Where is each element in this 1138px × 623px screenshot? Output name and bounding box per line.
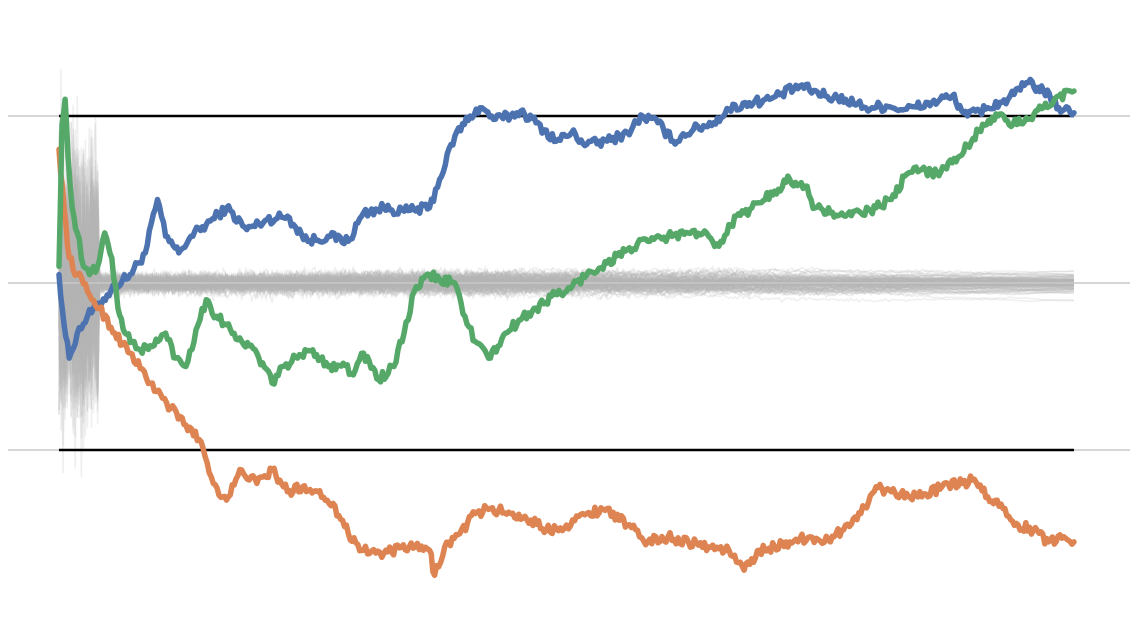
background-path [58, 138, 1074, 418]
background-path [58, 200, 1075, 416]
background-path [58, 193, 1075, 397]
series-line-1 [56, 146, 1077, 579]
series-line-0 [56, 76, 1077, 361]
background-path [58, 163, 1075, 412]
highlighted-series [56, 76, 1077, 579]
background-path [58, 227, 1075, 401]
background-path [58, 158, 1075, 364]
reference-lines [8, 114, 1130, 452]
background-path [58, 157, 1075, 428]
background-path [58, 189, 1074, 324]
background-path [58, 213, 1075, 417]
background-path [58, 139, 1075, 358]
background-path [58, 153, 1075, 375]
background-path [58, 121, 1075, 394]
background-path [58, 158, 1074, 409]
background-path [58, 162, 1075, 381]
background-path [58, 191, 1075, 361]
background-path [58, 160, 1075, 399]
background-path [58, 193, 1074, 394]
background-path [58, 147, 1075, 351]
background-path [58, 196, 1075, 376]
background-path [58, 150, 1075, 424]
background-path [58, 185, 1075, 401]
background-path [58, 147, 1075, 357]
background-path [58, 166, 1075, 357]
series-line-2 [56, 87, 1077, 387]
background-path [58, 197, 1075, 439]
background-path [58, 115, 1075, 360]
background-path [58, 165, 1074, 417]
background-path [58, 161, 1074, 383]
background-path [58, 187, 1074, 474]
background-path [58, 168, 1075, 374]
background-path [58, 159, 1075, 376]
background-path [58, 173, 1075, 424]
background-path [58, 149, 1075, 360]
background-path [58, 200, 1074, 375]
background-path [58, 134, 1075, 358]
background-path [58, 166, 1075, 359]
background-path [58, 166, 1075, 405]
background-path [58, 181, 1075, 404]
background-path [58, 136, 1075, 399]
background-path [58, 127, 1075, 390]
background-path [58, 95, 1075, 403]
background-path [58, 191, 1075, 396]
background-path [58, 150, 1075, 428]
background-path [58, 202, 1075, 393]
background-path [58, 210, 1074, 411]
background-path [58, 120, 1075, 370]
background-path [58, 128, 1075, 392]
background-path [58, 158, 1075, 366]
background-paths [58, 68, 1075, 478]
background-path [58, 178, 1075, 403]
background-path [58, 155, 1075, 370]
background-path [58, 182, 1074, 387]
background-path [58, 176, 1075, 398]
background-path [58, 189, 1075, 342]
background-path [58, 104, 1075, 380]
background-path [58, 166, 1075, 378]
background-path [58, 162, 1075, 359]
background-path [58, 204, 1074, 419]
background-path [58, 153, 1075, 370]
background-path [58, 206, 1075, 469]
background-path [58, 196, 1075, 417]
background-path [58, 68, 1075, 397]
background-path [58, 217, 1075, 478]
background-path [58, 161, 1075, 357]
background-path [58, 179, 1075, 398]
background-path [58, 174, 1075, 384]
background-path [58, 195, 1075, 373]
background-path [58, 151, 1075, 396]
background-path [58, 149, 1075, 367]
background-path [58, 147, 1075, 373]
background-path [58, 190, 1075, 390]
